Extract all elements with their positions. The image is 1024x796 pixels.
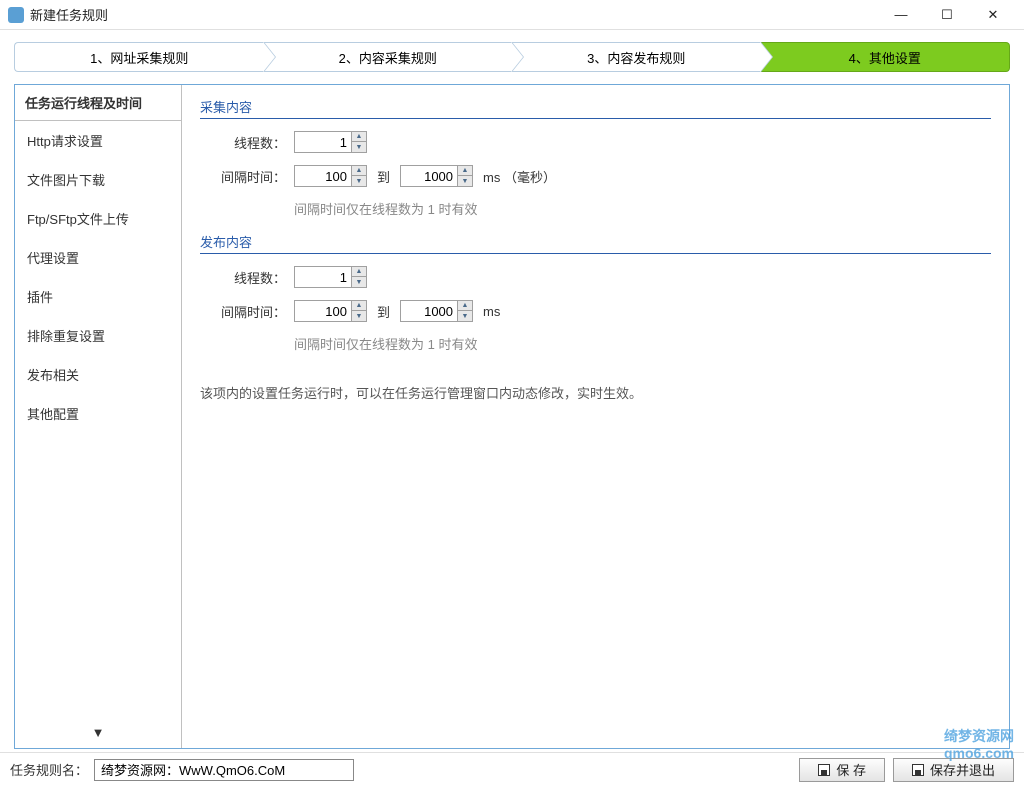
sidebar: 任务运行线程及时间 Http请求设置 文件图片下载 Ftp/SFtp文件上传 代… bbox=[15, 85, 182, 748]
step-3[interactable]: 3、内容发布规则 bbox=[512, 42, 761, 72]
publish-interval-row: 间隔时间： ▲▼ 到 ▲▼ ms bbox=[200, 300, 991, 322]
save-button-label: 保 存 bbox=[836, 760, 866, 779]
save-exit-button-label: 保存并退出 bbox=[930, 760, 995, 779]
sidebar-header: 任务运行线程及时间 bbox=[15, 85, 181, 121]
publish-to-label: 到 bbox=[377, 302, 390, 321]
form-area: 采集内容 线程数： ▲▼ 间隔时间： ▲▼ 到 ▲▼ m bbox=[182, 85, 1009, 748]
floppy-icon bbox=[912, 764, 924, 776]
content-area: 1、网址采集规则 2、内容采集规则 3、内容发布规则 4、其他设置 任务运行线程… bbox=[0, 30, 1024, 752]
form-footnote: 该项内的设置任务运行时，可以在任务运行管理窗口内动态修改，实时生效。 bbox=[200, 383, 991, 402]
watermark-line2: qmo6.com bbox=[944, 745, 1014, 762]
collect-threads-row: 线程数： ▲▼ bbox=[200, 131, 991, 153]
sidebar-item-publish[interactable]: 发布相关 bbox=[15, 355, 181, 394]
sidebar-item-ftp[interactable]: Ftp/SFtp文件上传 bbox=[15, 199, 181, 238]
spin-up-icon[interactable]: ▲ bbox=[352, 301, 366, 311]
collect-interval-from-spinner[interactable]: ▲▼ bbox=[294, 165, 367, 187]
publish-threads-row: 线程数： ▲▼ bbox=[200, 266, 991, 288]
spin-down-icon[interactable]: ▼ bbox=[352, 142, 366, 152]
spin-up-icon[interactable]: ▲ bbox=[352, 166, 366, 176]
step-4-label: 4、其他设置 bbox=[849, 48, 921, 67]
rule-name-input[interactable] bbox=[94, 759, 354, 781]
floppy-icon bbox=[818, 764, 830, 776]
bottom-bar: 任务规则名： 保 存 保存并退出 bbox=[0, 752, 1024, 786]
step-4[interactable]: 4、其他设置 bbox=[761, 42, 1011, 72]
rule-name-label: 任务规则名： bbox=[10, 760, 88, 779]
collect-unit-label: ms （毫秒） bbox=[483, 167, 556, 186]
collect-threads-input[interactable] bbox=[295, 132, 351, 152]
window-controls: ― ☐ ✕ bbox=[878, 1, 1016, 29]
step-1[interactable]: 1、网址采集规则 bbox=[14, 42, 264, 72]
step-2[interactable]: 2、内容采集规则 bbox=[264, 42, 513, 72]
spin-up-icon[interactable]: ▲ bbox=[352, 132, 366, 142]
publish-unit-label: ms bbox=[483, 304, 500, 319]
step-tabs: 1、网址采集规则 2、内容采集规则 3、内容发布规则 4、其他设置 bbox=[14, 42, 1010, 72]
step-1-label: 1、网址采集规则 bbox=[90, 48, 188, 67]
spin-up-icon[interactable]: ▲ bbox=[352, 267, 366, 277]
watermark-line1: 绮梦资源网 bbox=[944, 728, 1014, 745]
sidebar-item-other[interactable]: 其他配置 bbox=[15, 394, 181, 433]
spin-down-icon[interactable]: ▼ bbox=[458, 176, 472, 186]
collect-to-label: 到 bbox=[377, 167, 390, 186]
publish-interval-from-spinner[interactable]: ▲▼ bbox=[294, 300, 367, 322]
spin-down-icon[interactable]: ▼ bbox=[352, 277, 366, 287]
maximize-button[interactable]: ☐ bbox=[924, 1, 970, 29]
window-title: 新建任务规则 bbox=[30, 5, 878, 24]
collect-interval-to-spinner[interactable]: ▲▼ bbox=[400, 165, 473, 187]
main-panel: 任务运行线程及时间 Http请求设置 文件图片下载 Ftp/SFtp文件上传 代… bbox=[14, 84, 1010, 749]
collect-interval-to-input[interactable] bbox=[401, 166, 457, 186]
publish-interval-to-spinner[interactable]: ▲▼ bbox=[400, 300, 473, 322]
spin-down-icon[interactable]: ▼ bbox=[352, 311, 366, 321]
publish-interval-from-input[interactable] bbox=[295, 301, 351, 321]
section-collect-title: 采集内容 bbox=[200, 97, 991, 119]
collect-threads-label: 线程数： bbox=[214, 133, 286, 152]
publish-interval-to-input[interactable] bbox=[401, 301, 457, 321]
sidebar-item-dedup[interactable]: 排除重复设置 bbox=[15, 316, 181, 355]
minimize-button[interactable]: ― bbox=[878, 1, 924, 29]
sidebar-item-plugin[interactable]: 插件 bbox=[15, 277, 181, 316]
spin-down-icon[interactable]: ▼ bbox=[352, 176, 366, 186]
titlebar: 新建任务规则 ― ☐ ✕ bbox=[0, 0, 1024, 30]
spin-down-icon[interactable]: ▼ bbox=[458, 311, 472, 321]
collect-interval-label: 间隔时间： bbox=[214, 167, 286, 186]
collect-interval-from-input[interactable] bbox=[295, 166, 351, 186]
spin-up-icon[interactable]: ▲ bbox=[458, 166, 472, 176]
sidebar-item-file-download[interactable]: 文件图片下载 bbox=[15, 160, 181, 199]
section-publish-title: 发布内容 bbox=[200, 232, 991, 254]
step-2-label: 2、内容采集规则 bbox=[339, 48, 437, 67]
collect-hint: 间隔时间仅在线程数为 1 时有效 bbox=[200, 199, 991, 218]
step-3-label: 3、内容发布规则 bbox=[587, 48, 685, 67]
chevron-down-icon[interactable]: ▼ bbox=[92, 725, 105, 740]
save-button[interactable]: 保 存 bbox=[799, 758, 885, 782]
publish-hint: 间隔时间仅在线程数为 1 时有效 bbox=[200, 334, 991, 353]
publish-threads-spinner[interactable]: ▲▼ bbox=[294, 266, 367, 288]
collect-interval-row: 间隔时间： ▲▼ 到 ▲▼ ms （毫秒） bbox=[200, 165, 991, 187]
close-button[interactable]: ✕ bbox=[970, 1, 1016, 29]
publish-interval-label: 间隔时间： bbox=[214, 302, 286, 321]
publish-threads-label: 线程数： bbox=[214, 268, 286, 287]
collect-threads-spinner[interactable]: ▲▼ bbox=[294, 131, 367, 153]
spin-up-icon[interactable]: ▲ bbox=[458, 301, 472, 311]
sidebar-item-proxy[interactable]: 代理设置 bbox=[15, 238, 181, 277]
sidebar-item-http[interactable]: Http请求设置 bbox=[15, 121, 181, 160]
watermark: 绮梦资源网 qmo6.com bbox=[944, 728, 1014, 762]
app-icon bbox=[8, 7, 24, 23]
publish-threads-input[interactable] bbox=[295, 267, 351, 287]
